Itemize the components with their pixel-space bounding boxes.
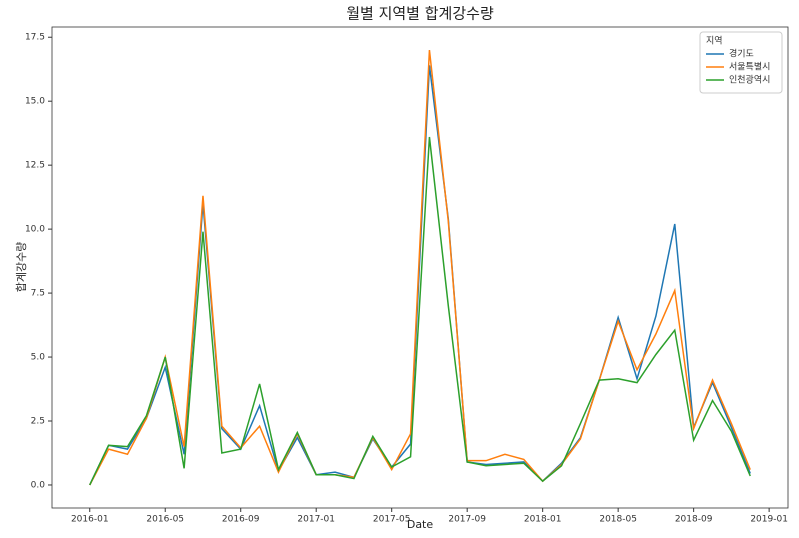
legend-title: 지역 <box>706 36 723 47</box>
series-line <box>89 49 751 486</box>
x-tick-label: 2016-05 <box>146 515 184 525</box>
y-tick-label: 5.0 <box>31 353 46 363</box>
legend-label: 서울특별시 <box>729 62 770 73</box>
x-tick-label: 2016-09 <box>222 515 260 525</box>
legend-label: 인천광역시 <box>729 74 770 86</box>
x-tick-label: 2017-05 <box>373 515 411 525</box>
x-tick-label: 2017-09 <box>448 515 486 525</box>
y-tick-label: 2.5 <box>31 417 45 427</box>
x-tick-label: 2018-05 <box>599 515 637 525</box>
x-axis-label: Date <box>407 518 434 531</box>
y-tick-label: 12.5 <box>25 161 45 171</box>
series-line <box>89 136 751 486</box>
legend-box <box>699 31 783 94</box>
x-tick-label: 2016-01 <box>71 515 109 525</box>
y-tick-label: 0.0 <box>31 480 46 490</box>
y-tick-label: 15.0 <box>25 97 45 107</box>
chart-title: 월별 지역별 합계강수량 <box>346 5 494 23</box>
x-tick-label: 2019-01 <box>750 515 788 525</box>
x-tick-label: 2018-01 <box>524 515 562 525</box>
y-tick-label: 10.0 <box>25 225 45 235</box>
x-tick-label: 2017-01 <box>297 515 335 525</box>
plot-frame <box>51 26 789 509</box>
y-tick-label: 17.5 <box>25 33 45 43</box>
x-tick-label: 2018-09 <box>675 515 713 525</box>
legend-label: 경기도 <box>729 48 754 60</box>
y-axis-label: 합계강수량 <box>15 242 28 293</box>
y-tick-label: 7.5 <box>31 289 45 299</box>
series-line <box>89 65 751 486</box>
